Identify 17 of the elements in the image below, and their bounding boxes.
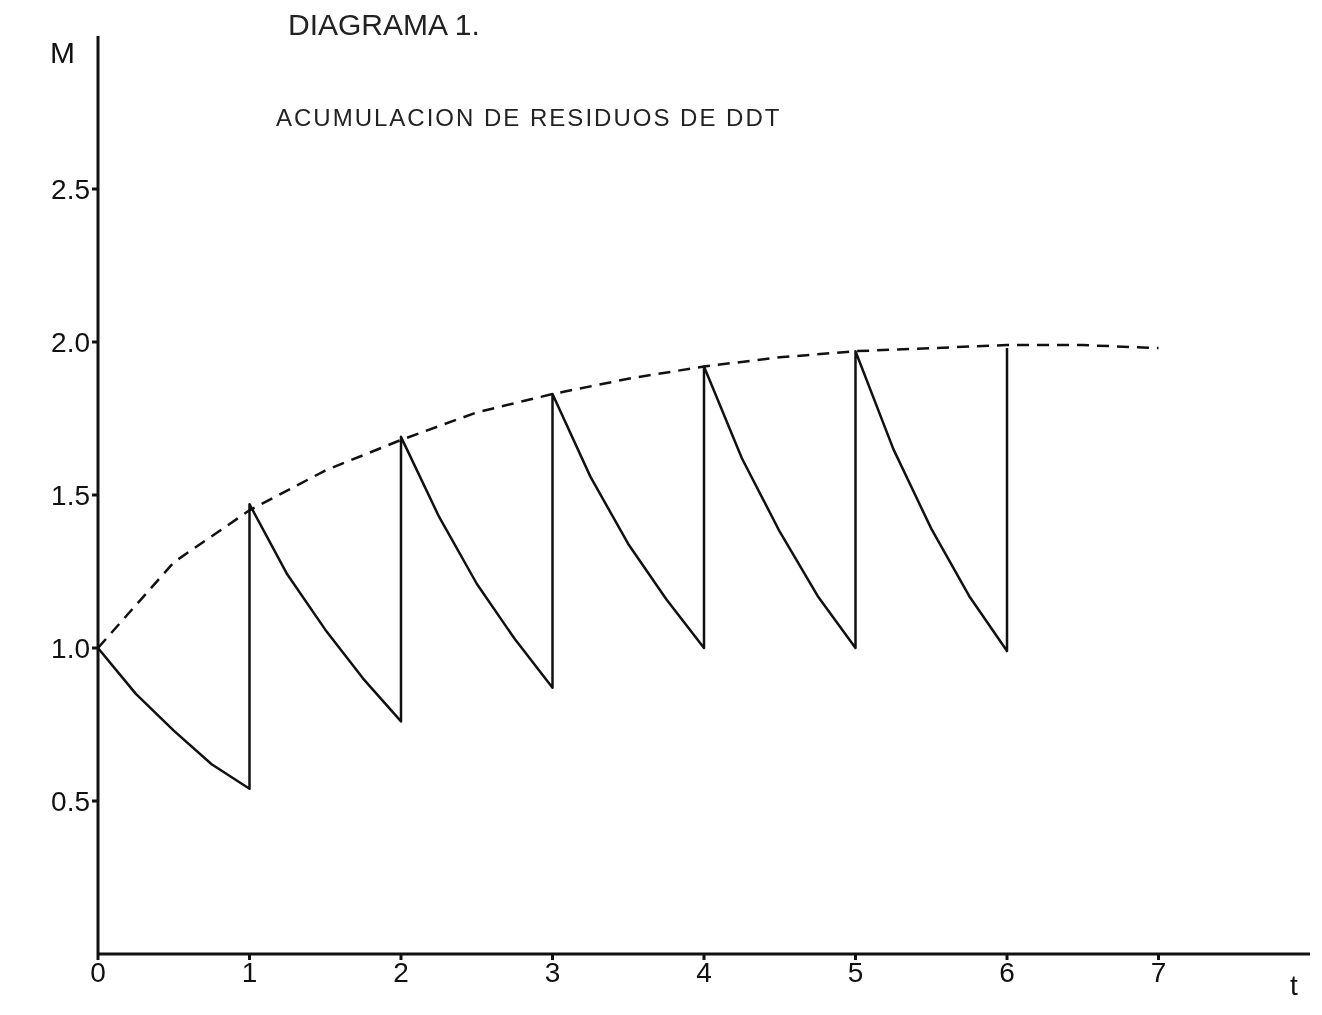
x-tick-label: 5 <box>847 956 864 988</box>
chart-title: DIAGRAMA 1. <box>288 8 480 42</box>
y-axis-title: M <box>50 36 75 70</box>
x-tick-label: 4 <box>696 956 712 988</box>
y-tick-label: 2.0 <box>51 326 90 358</box>
x-tick-label: 3 <box>544 956 561 988</box>
x-tick-label: 1 <box>241 956 258 988</box>
y-tick-label: 1.5 <box>51 479 90 511</box>
x-tick-label: 0 <box>90 956 106 988</box>
y-tick-label: 1.0 <box>51 632 90 664</box>
text: ACUMULACION DE RESIDUOS DE DDT <box>276 104 782 132</box>
x-tick-label: 6 <box>999 956 1015 988</box>
y-tick-label: 0.5 <box>51 785 90 817</box>
y-tick-label: 2.5 <box>51 173 90 205</box>
x-tick-label: 2 <box>393 956 409 988</box>
x-tick-label: 7 <box>1150 956 1167 988</box>
x-axis-title: t <box>1290 970 1298 1002</box>
